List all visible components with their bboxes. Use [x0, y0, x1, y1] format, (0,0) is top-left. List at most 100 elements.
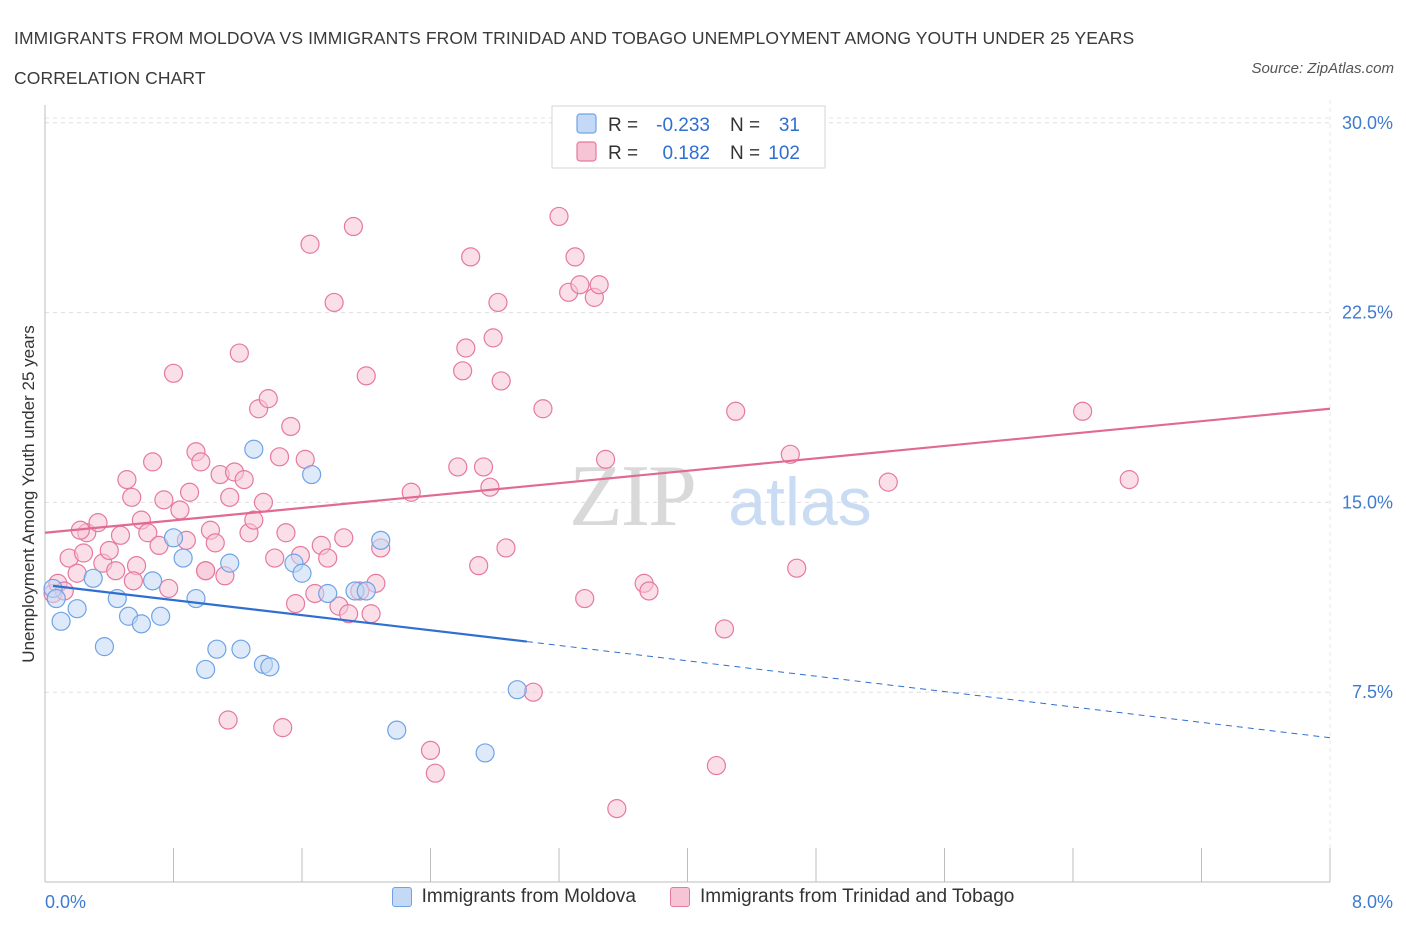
legend-n-value-trinidad: 102: [768, 143, 800, 164]
legend-swatch: [391, 887, 412, 907]
point-moldova: [475, 743, 495, 763]
legend-n-label-moldova: N =: [730, 115, 760, 136]
point-moldova: [173, 548, 193, 568]
point-trinidad: [143, 452, 163, 472]
point-trinidad: [300, 234, 320, 254]
point-trinidad: [265, 548, 285, 568]
legend-label-moldova: Immigrants from Moldova: [421, 886, 636, 907]
legend-label-trinidad: Immigrants from Trinidad and Tobago: [699, 886, 1015, 907]
point-trinidad: [523, 682, 543, 702]
point-moldova: [51, 611, 71, 631]
legend-n-value-moldova: 31: [779, 115, 800, 136]
point-trinidad: [787, 558, 807, 578]
point-trinidad: [473, 457, 494, 477]
point-moldova: [260, 657, 280, 677]
point-moldova: [83, 568, 103, 588]
y-tick-label: 7.5%: [1352, 682, 1393, 702]
data-points: [43, 206, 1139, 819]
point-trinidad: [595, 449, 616, 469]
point-moldova: [507, 680, 527, 700]
point-trinidad: [205, 533, 225, 553]
point-moldova: [94, 637, 115, 657]
point-trinidad: [780, 444, 800, 464]
point-moldova: [186, 588, 206, 609]
y-tick-label: 22.5%: [1342, 303, 1393, 323]
point-trinidad: [453, 361, 473, 381]
point-trinidad: [67, 563, 87, 583]
y-tick-label: 15.0%: [1342, 492, 1393, 512]
point-trinidad: [575, 588, 595, 609]
legend-swatch-moldova: [576, 113, 597, 134]
point-trinidad: [361, 604, 381, 624]
point-trinidad: [269, 447, 290, 467]
chart-title: IMMIGRANTS FROM MOLDOVA VS IMMIGRANTS FR…: [14, 28, 1135, 88]
trend-line-trinidad: [44, 407, 1331, 534]
point-trinidad: [461, 247, 481, 267]
source-label: Source: ZipAtlas.com: [1251, 60, 1394, 77]
point-trinidad: [356, 366, 376, 386]
point-trinidad: [218, 710, 238, 730]
point-moldova: [220, 553, 240, 573]
point-trinidad: [448, 457, 468, 477]
point-trinidad: [154, 490, 174, 510]
point-trinidad: [714, 619, 735, 639]
point-trinidad: [488, 292, 508, 313]
point-trinidad: [117, 470, 137, 490]
legend-r-value-trinidad: 0.182: [662, 143, 710, 164]
point-trinidad: [191, 452, 211, 472]
point-trinidad: [99, 540, 119, 561]
point-trinidad: [726, 401, 746, 421]
point-trinidad: [196, 561, 216, 581]
point-moldova: [356, 581, 376, 601]
legend-r-label-trinidad: R =: [608, 143, 638, 164]
point-trinidad: [533, 399, 553, 419]
point-trinidad: [229, 343, 249, 363]
watermark-zip: ZIP: [569, 448, 695, 545]
point-trinidad: [73, 543, 94, 563]
point-moldova: [143, 571, 163, 591]
point-trinidad: [159, 578, 179, 599]
point-trinidad: [639, 581, 659, 601]
y-tick-labels: 7.5% 15.0% 22.5% 30.0%: [1342, 113, 1393, 702]
point-trinidad: [565, 247, 585, 267]
point-trinidad: [1119, 470, 1139, 490]
axes: [44, 105, 1331, 883]
point-trinidad: [258, 389, 278, 409]
point-trinidad: [425, 763, 445, 783]
point-trinidad: [170, 500, 190, 520]
x-tick-label: 0.0%: [45, 892, 86, 912]
watermark: ZIP atlas: [569, 448, 872, 545]
point-moldova: [67, 599, 87, 619]
point-trinidad: [122, 487, 142, 507]
legend-swatch-trinidad: [576, 141, 597, 162]
legend-r-value-moldova: -0.233: [656, 115, 710, 136]
point-moldova: [292, 563, 312, 583]
point-trinidad: [1073, 401, 1093, 421]
point-trinidad: [343, 216, 363, 237]
point-trinidad: [491, 371, 511, 391]
point-trinidad: [570, 275, 590, 295]
point-trinidad: [220, 487, 240, 507]
point-trinidad: [110, 525, 131, 545]
x-tick-label: 8.0%: [1352, 892, 1393, 912]
point-moldova: [244, 439, 264, 459]
point-trinidad: [480, 477, 500, 497]
point-moldova: [207, 639, 227, 659]
point-moldova: [387, 720, 407, 740]
point-moldova: [318, 583, 338, 604]
point-trinidad: [318, 548, 338, 568]
point-trinidad: [281, 416, 301, 437]
point-trinidad: [234, 470, 254, 490]
legend-swatch: [669, 887, 690, 907]
point-trinidad: [253, 492, 274, 512]
point-trinidad: [334, 528, 354, 548]
point-trinidad: [706, 755, 727, 776]
correlation-legend: R = -0.233 N = 31 R = 0.182 N = 102: [551, 105, 826, 169]
point-trinidad: [589, 275, 609, 295]
point-moldova: [302, 464, 322, 485]
x-tick-labels: 0.0% 8.0%: [45, 892, 1393, 912]
point-trinidad: [456, 338, 476, 358]
point-moldova: [151, 606, 171, 626]
point-trinidad: [123, 571, 143, 591]
point-trinidad: [469, 556, 489, 576]
